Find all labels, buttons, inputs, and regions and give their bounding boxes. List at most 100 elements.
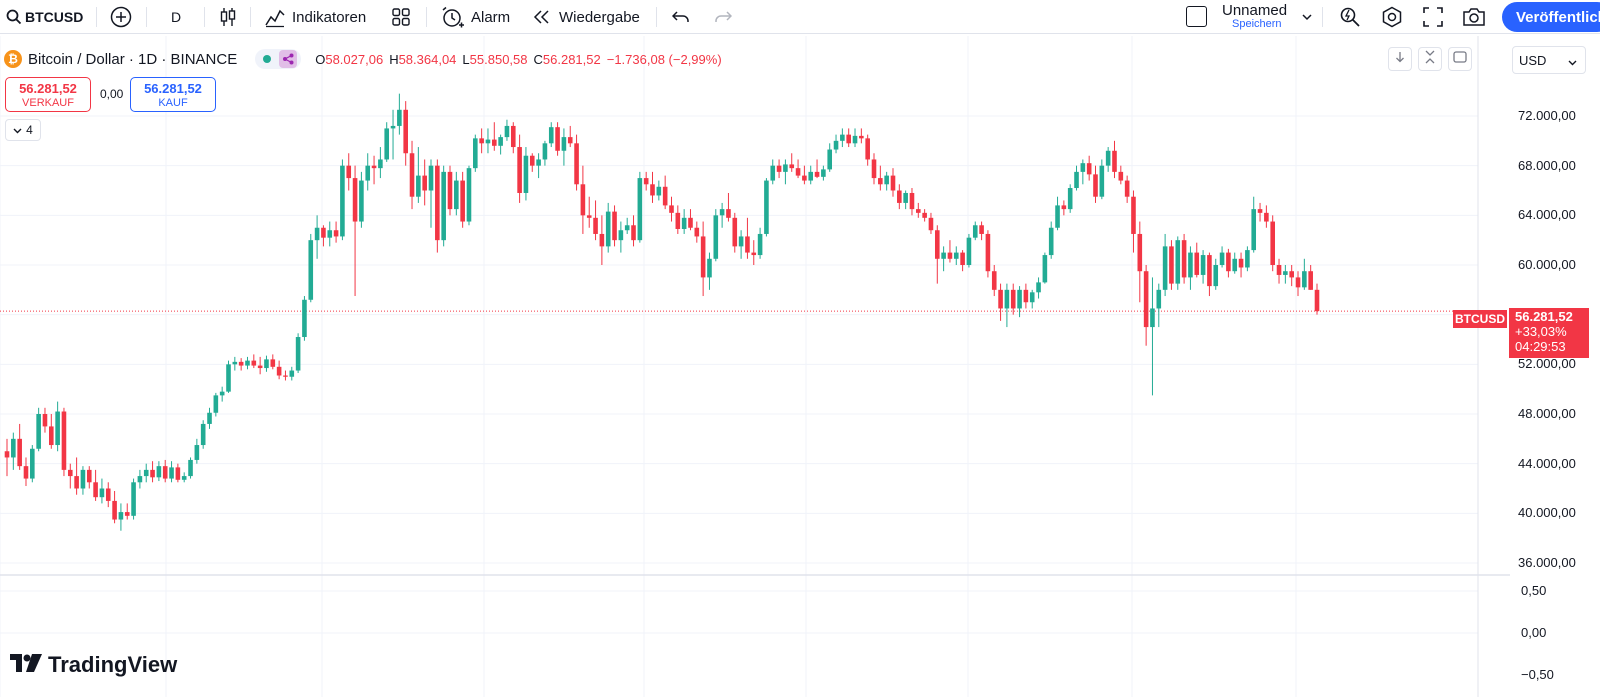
candle[interactable] (719, 202, 725, 228)
candle[interactable] (1004, 283, 1010, 328)
candle[interactable] (435, 159, 440, 253)
candle[interactable] (384, 122, 390, 162)
candle[interactable] (871, 153, 877, 185)
layout-save-label[interactable]: Speichern (1232, 18, 1282, 30)
candle[interactable] (1055, 196, 1060, 231)
candle[interactable] (1042, 252, 1048, 284)
candle[interactable] (447, 165, 453, 216)
quick-search-button[interactable] (1339, 0, 1361, 34)
candle[interactable] (669, 196, 674, 222)
candle[interactable] (156, 461, 162, 482)
market-status-pill[interactable] (255, 49, 302, 69)
candle[interactable] (738, 230, 744, 259)
candle[interactable] (789, 153, 795, 172)
candle[interactable] (580, 165, 586, 234)
candle[interactable] (1181, 233, 1187, 284)
candle[interactable] (30, 445, 35, 483)
candle[interactable] (11, 432, 16, 470)
candle[interactable] (612, 205, 617, 247)
candle[interactable] (498, 134, 503, 155)
candle[interactable] (637, 171, 643, 243)
chart-pane[interactable] (0, 36, 1510, 697)
candle[interactable] (67, 463, 73, 489)
candle[interactable] (23, 457, 29, 487)
candle[interactable] (732, 212, 738, 253)
candle[interactable] (1118, 165, 1124, 185)
candle[interactable] (48, 414, 54, 449)
candle[interactable] (656, 180, 662, 201)
candle[interactable] (859, 128, 864, 144)
candle[interactable] (865, 134, 870, 166)
candle[interactable] (131, 478, 136, 520)
candle[interactable] (403, 101, 408, 166)
candle[interactable] (1080, 159, 1086, 185)
candle[interactable] (599, 215, 605, 265)
candle[interactable] (1302, 258, 1307, 290)
candlestick-chart[interactable] (0, 36, 1510, 697)
candle[interactable] (947, 240, 953, 263)
candle[interactable] (1226, 248, 1231, 278)
currency-selector[interactable]: USD (1512, 46, 1586, 74)
candle[interactable] (561, 128, 567, 166)
candle[interactable] (707, 252, 712, 290)
candle[interactable] (1067, 184, 1073, 213)
candle[interactable] (175, 463, 181, 483)
candle[interactable] (928, 212, 934, 234)
candle[interactable] (397, 93, 402, 135)
candle[interactable] (979, 221, 984, 241)
candle[interactable] (378, 147, 383, 179)
candle[interactable] (1213, 258, 1219, 290)
candle[interactable] (1295, 271, 1301, 297)
candle[interactable] (93, 469, 98, 501)
candle[interactable] (390, 109, 396, 160)
candle[interactable] (991, 265, 997, 297)
candle[interactable] (897, 184, 902, 210)
candle[interactable] (922, 209, 927, 222)
layout-icon[interactable] (1186, 6, 1207, 27)
candle[interactable] (188, 457, 193, 479)
candle[interactable] (1137, 221, 1143, 303)
layout-name[interactable]: Unnamed (1222, 2, 1288, 19)
snapshot-button[interactable] (1462, 0, 1486, 34)
candle[interactable] (605, 202, 611, 253)
candle[interactable] (1150, 277, 1155, 396)
candle[interactable] (517, 134, 522, 203)
candle[interactable] (1105, 147, 1111, 172)
candle[interactable] (1257, 202, 1263, 222)
candle[interactable] (80, 466, 86, 495)
candle[interactable] (454, 171, 459, 216)
candle[interactable] (365, 153, 371, 191)
candle[interactable] (618, 221, 624, 253)
candle[interactable] (270, 354, 276, 370)
indicators-collapse-button[interactable]: 4 (5, 119, 41, 141)
candle[interactable] (245, 356, 250, 370)
candle[interactable] (441, 165, 446, 247)
candle[interactable] (1276, 258, 1282, 284)
candle[interactable] (821, 165, 826, 181)
candle[interactable] (1017, 286, 1022, 318)
candle[interactable] (713, 209, 719, 262)
candle[interactable] (852, 128, 858, 148)
candle[interactable] (751, 240, 757, 265)
candle[interactable] (916, 202, 921, 218)
candle[interactable] (1029, 289, 1035, 309)
compare-button[interactable] (110, 0, 132, 34)
candle[interactable] (1270, 215, 1276, 272)
candle[interactable] (105, 482, 111, 508)
candle[interactable] (542, 140, 548, 166)
candle[interactable] (1251, 196, 1257, 253)
candle[interactable] (74, 457, 79, 495)
candle[interactable] (118, 503, 124, 531)
candle[interactable] (998, 283, 1003, 321)
candle[interactable] (4, 438, 10, 477)
candle[interactable] (1289, 265, 1294, 287)
candle[interactable] (574, 134, 579, 191)
candle[interactable] (1245, 246, 1250, 272)
candle[interactable] (631, 215, 636, 247)
candle[interactable] (194, 438, 200, 464)
candle[interactable] (643, 171, 649, 191)
candle[interactable] (555, 122, 560, 156)
candle[interactable] (124, 503, 130, 520)
symbol-search-button[interactable]: BTCUSD (6, 0, 83, 34)
candle[interactable] (941, 246, 946, 272)
